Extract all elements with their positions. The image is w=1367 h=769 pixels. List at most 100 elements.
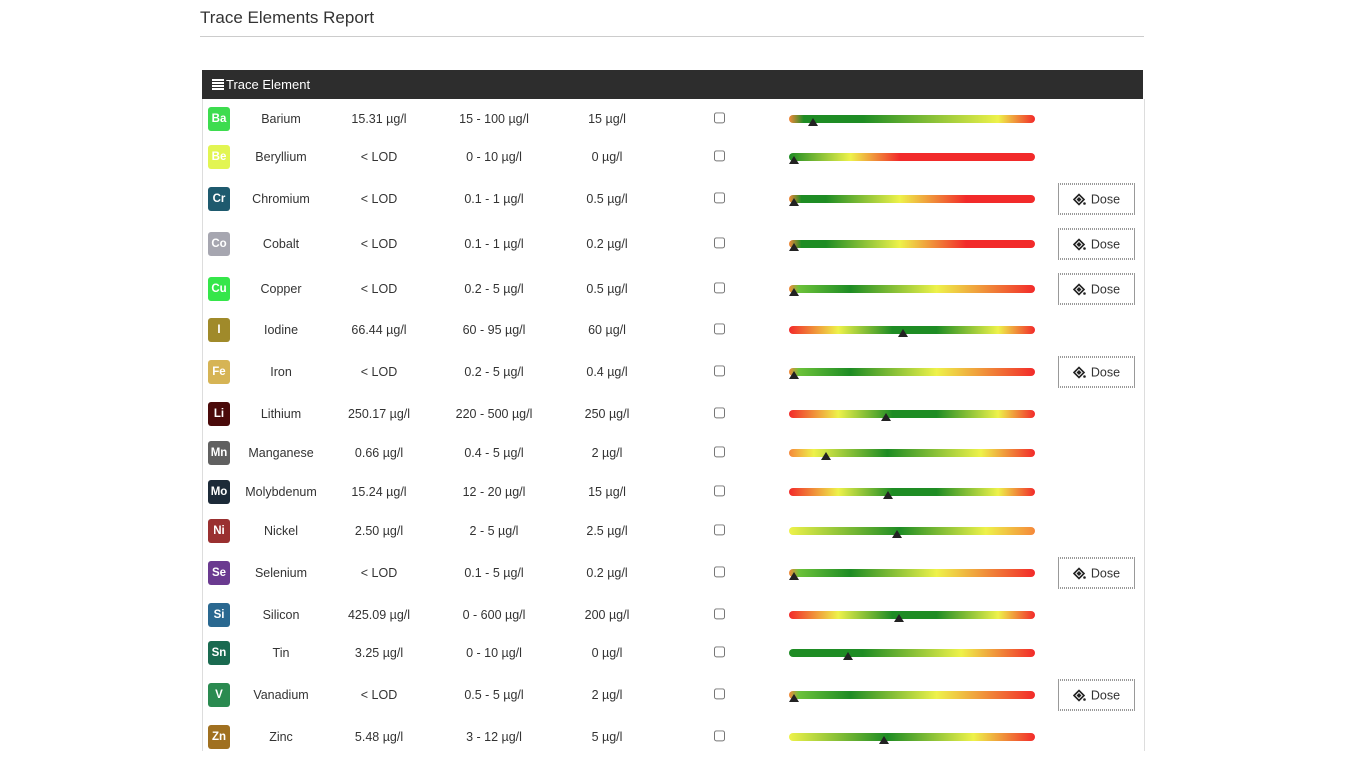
element-badge: Be (208, 145, 230, 169)
element-name: Beryllium (255, 150, 307, 164)
target-value: 0.4 µg/l (586, 365, 628, 379)
element-name: Iron (270, 365, 292, 379)
dose-icon (1072, 283, 1086, 295)
reference-range: 0.1 - 5 µg/l (464, 566, 524, 580)
row-checkbox[interactable] (714, 237, 725, 249)
dose-button[interactable]: Dose (1058, 183, 1135, 215)
level-marker (789, 288, 799, 296)
list-icon (212, 79, 224, 90)
reference-range: 0 - 600 µg/l (462, 608, 526, 622)
dose-button[interactable]: Dose (1058, 557, 1135, 589)
row-checkbox[interactable] (714, 112, 725, 124)
element-badge: Co (208, 232, 230, 256)
measured-value: 66.44 µg/l (351, 323, 407, 337)
measured-value: < LOD (360, 150, 398, 164)
element-name: Selenium (254, 566, 308, 580)
row-checkbox[interactable] (714, 566, 725, 578)
element-badge: Zn (208, 725, 230, 749)
level-bar (789, 240, 1035, 248)
level-marker (843, 652, 853, 660)
dose-button[interactable]: Dose (1058, 273, 1135, 305)
row-checkbox[interactable] (714, 524, 725, 536)
target-value: 200 µg/l (584, 608, 630, 622)
target-value: 250 µg/l (584, 407, 630, 421)
element-badge: Se (208, 561, 230, 585)
row-checkbox[interactable] (714, 446, 725, 458)
dose-button[interactable]: Dose (1058, 356, 1135, 388)
measured-value: 15.31 µg/l (351, 112, 407, 126)
reference-range: 0.1 - 1 µg/l (464, 192, 524, 206)
level-bar (789, 285, 1035, 293)
target-value: 5 µg/l (591, 730, 623, 744)
measured-value: < LOD (360, 282, 398, 296)
level-marker (789, 243, 799, 251)
row-checkbox[interactable] (714, 730, 725, 742)
level-bar (789, 649, 1035, 657)
row-checkbox[interactable] (714, 192, 725, 204)
dose-button[interactable]: Dose (1058, 228, 1135, 260)
element-badge: Li (208, 402, 230, 426)
reference-range: 15 - 100 µg/l (459, 112, 529, 126)
target-value: 2 µg/l (591, 446, 623, 460)
row-checkbox[interactable] (714, 150, 725, 162)
level-bar (789, 488, 1035, 496)
element-name: Molybdenum (245, 485, 317, 499)
element-badge: Cr (208, 187, 230, 211)
target-value: 0.5 µg/l (586, 192, 628, 206)
level-bar (789, 410, 1035, 418)
element-badge: Mo (208, 480, 230, 504)
dose-label: Dose (1090, 365, 1121, 379)
row-checkbox[interactable] (714, 608, 725, 620)
level-marker (789, 156, 799, 164)
target-value: 0.2 µg/l (586, 566, 628, 580)
element-name: Silicon (262, 608, 300, 622)
element-name: Cobalt (262, 237, 300, 251)
row-checkbox[interactable] (714, 688, 725, 700)
row-checkbox[interactable] (714, 646, 725, 658)
level-marker (879, 736, 889, 744)
measured-value: < LOD (360, 365, 398, 379)
row-checkbox[interactable] (714, 365, 725, 377)
dose-label: Dose (1090, 282, 1121, 296)
target-value: 2.5 µg/l (586, 524, 628, 538)
level-marker (898, 329, 908, 337)
reference-range: 2 - 5 µg/l (469, 524, 519, 538)
target-value: 2 µg/l (591, 688, 623, 702)
reference-range: 0.4 - 5 µg/l (464, 446, 524, 460)
reference-range: 3 - 12 µg/l (466, 730, 522, 744)
element-name: Chromium (252, 192, 310, 206)
level-bar (789, 449, 1035, 457)
measured-value: < LOD (360, 192, 398, 206)
divider (200, 36, 1144, 37)
level-bar (789, 527, 1035, 535)
level-bar (789, 326, 1035, 334)
element-name: Nickel (263, 524, 299, 538)
element-badge: Cu (208, 277, 230, 301)
dose-button[interactable]: Dose (1058, 679, 1135, 711)
level-bar (789, 368, 1035, 376)
report-title: Trace Elements Report (200, 8, 375, 27)
dose-icon (1072, 366, 1086, 378)
row-checkbox[interactable] (714, 407, 725, 419)
element-badge: Mn (208, 441, 230, 465)
level-bar (789, 195, 1035, 203)
level-bar (789, 569, 1035, 577)
measured-value: 250.17 µg/l (347, 407, 411, 421)
target-value: 15 µg/l (588, 112, 626, 126)
row-checkbox[interactable] (714, 485, 725, 497)
level-marker (821, 452, 831, 460)
element-badge: Ba (208, 107, 230, 131)
dose-icon (1072, 238, 1086, 250)
element-name: Lithium (260, 407, 302, 421)
measured-value: 15.24 µg/l (351, 485, 407, 499)
row-checkbox[interactable] (714, 282, 725, 294)
reference-range: 0.1 - 1 µg/l (464, 237, 524, 251)
measured-value: 0.66 µg/l (354, 446, 404, 460)
level-marker (789, 371, 799, 379)
measured-value: 2.50 µg/l (354, 524, 404, 538)
reference-range: 220 - 500 µg/l (455, 407, 533, 421)
target-value: 0.5 µg/l (586, 282, 628, 296)
level-marker (789, 694, 799, 702)
row-checkbox[interactable] (714, 323, 725, 335)
